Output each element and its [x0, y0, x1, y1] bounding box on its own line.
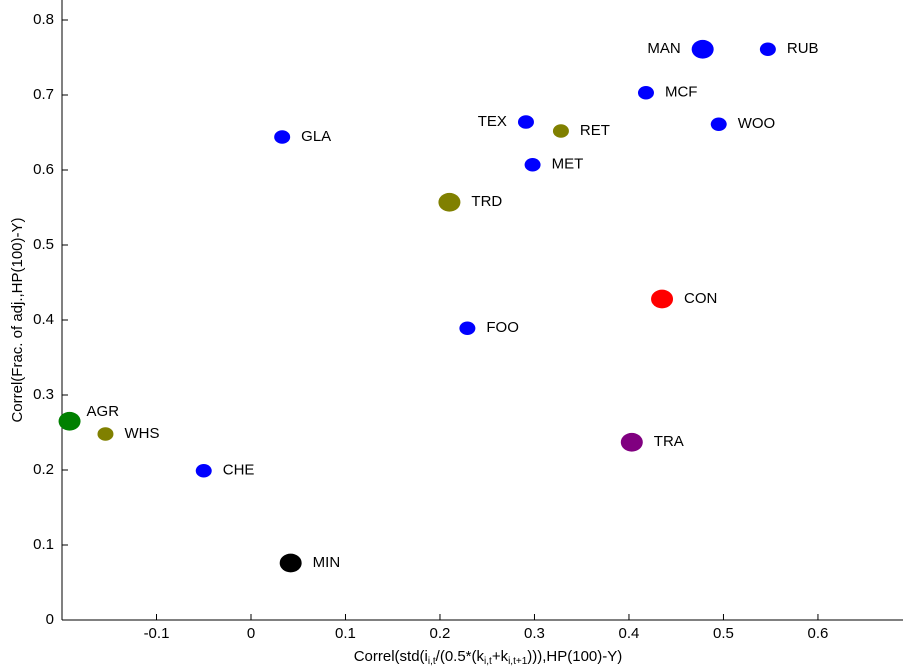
- point-label: MCF: [665, 84, 698, 101]
- point-label: TEX: [478, 113, 507, 130]
- point-label: RUB: [787, 40, 819, 57]
- point: [97, 427, 114, 441]
- y-tick-label: 0.2: [33, 461, 54, 478]
- point: [279, 553, 302, 573]
- point: [651, 289, 674, 309]
- point-label: TRA: [654, 433, 684, 450]
- y-tick-label: 0: [46, 611, 54, 628]
- x-axis-label-part: Correl(std(i: [354, 648, 428, 665]
- x-tick-label: 0: [247, 625, 255, 642]
- point-label: CHE: [223, 462, 255, 479]
- point: [195, 463, 212, 478]
- y-tick-label: 0.8: [33, 11, 54, 28]
- y-tick-label: 0.3: [33, 386, 54, 403]
- point-label: AGR: [87, 403, 120, 420]
- y-tick-label: 0.6: [33, 161, 54, 178]
- y-tick-label: 0.4: [33, 311, 54, 328]
- point-label: RET: [580, 122, 610, 139]
- point-label: MAN: [647, 40, 680, 57]
- point-label: FOO: [486, 319, 518, 336]
- y-axis-label: Correl(Frac. of adj.,HP(100)-Y): [9, 217, 26, 422]
- x-axis-label: Correl(std(ii,t/(0.5*(ki,t+ki,t+1))),HP(…: [354, 648, 623, 667]
- x-tick-label: -0.1: [144, 625, 170, 642]
- x-tick-label: 0.6: [808, 625, 829, 642]
- point-label: MET: [552, 156, 584, 173]
- point: [691, 39, 714, 59]
- point: [459, 321, 476, 336]
- x-tick-label: 0.4: [619, 625, 640, 642]
- x-axis-label-part: i,t: [484, 656, 492, 667]
- point: [274, 130, 291, 144]
- x-tick-label: 0.3: [524, 625, 545, 642]
- point: [58, 411, 81, 431]
- point-label: GLA: [301, 128, 331, 145]
- point: [517, 115, 534, 129]
- y-tick-label: 0.5: [33, 236, 54, 253]
- point: [524, 157, 541, 172]
- x-axis-label-part: ))),HP(100)-Y): [527, 648, 622, 665]
- point-label: MIN: [313, 554, 341, 571]
- point: [620, 432, 643, 452]
- x-tick-label: 0.1: [335, 625, 356, 642]
- x-axis-label-part: i,t: [428, 656, 436, 667]
- point-label: WOO: [738, 115, 776, 132]
- point: [552, 124, 569, 138]
- x-tick-label: 0.5: [713, 625, 734, 642]
- point-label: CON: [684, 290, 717, 307]
- y-tick-label: 0.1: [33, 536, 54, 553]
- x-axis-label-part: /(0.5*(k: [436, 648, 485, 665]
- point: [759, 42, 776, 57]
- x-axis-label-part: i,t+1: [508, 656, 528, 667]
- x-axis-label-part: +k: [492, 648, 509, 665]
- point-label: WHS: [124, 425, 159, 442]
- point-label: TRD: [471, 193, 502, 210]
- point: [637, 85, 654, 100]
- point: [438, 192, 461, 212]
- x-tick-label: 0.2: [430, 625, 451, 642]
- y-tick-label: 0.7: [33, 86, 54, 103]
- point: [710, 117, 727, 132]
